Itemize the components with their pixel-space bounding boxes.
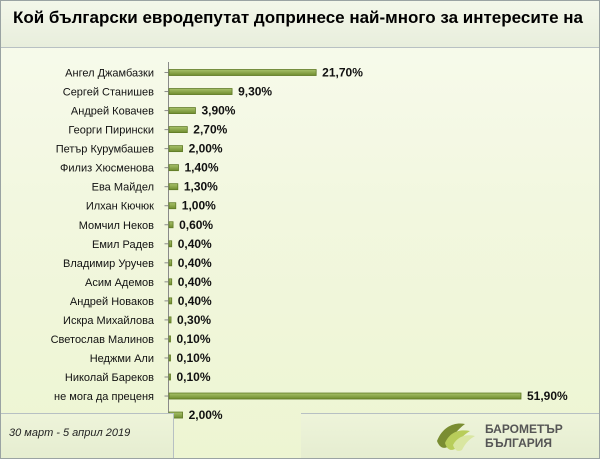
value-label: 2,00%	[189, 142, 223, 156]
category-label: Георги Пирински	[68, 125, 154, 137]
title-bar: Кой български евродепутат допринесе най-…	[1, 1, 599, 48]
category-label: Андрей Ковачев	[71, 106, 154, 118]
category-label: Петър Курумбашев	[56, 144, 154, 156]
footer-left-panel: 30 март - 5 април 2019	[1, 413, 174, 458]
value-label: 0,60%	[179, 218, 213, 232]
data-bar	[168, 107, 196, 114]
data-bar	[168, 69, 317, 76]
data-bar	[168, 126, 188, 134]
value-label: 9,30%	[238, 85, 272, 99]
category-label: Владимир Уручев	[63, 258, 154, 270]
barometer-bulgaria-logo: БАРОМЕТЪР БЪЛГАРИЯ	[437, 422, 563, 451]
data-bar	[168, 183, 179, 191]
value-label: 0,10%	[177, 351, 211, 365]
value-label: 1,40%	[184, 161, 218, 175]
value-label: 1,00%	[182, 199, 216, 213]
value-label: 3,90%	[201, 104, 235, 118]
value-label: 0,10%	[177, 370, 211, 384]
category-label: Неджми Али	[90, 353, 154, 365]
data-bar	[168, 316, 172, 324]
category-label: Искра Михайлова	[63, 315, 155, 327]
value-label: 2,00%	[189, 408, 223, 422]
data-bar	[168, 354, 171, 362]
survey-date: 30 март - 5 април 2019	[9, 427, 131, 439]
value-label: 2,70%	[193, 123, 227, 137]
category-label: Андрей Новаков	[70, 296, 154, 308]
value-label: 0,40%	[178, 256, 212, 270]
category-label: Емил Радев	[92, 239, 154, 251]
data-bar	[168, 240, 173, 248]
value-label: 0,40%	[178, 275, 212, 289]
data-bar	[168, 164, 179, 172]
category-label: Илхан Кючюк	[86, 201, 154, 213]
data-bar	[168, 335, 171, 343]
logo-line-2: БЪЛГАРИЯ	[485, 436, 552, 450]
category-label: Ева Майдел	[92, 182, 154, 194]
category-label: Филиз Хюсменова	[60, 163, 155, 175]
value-label: 0,30%	[177, 313, 211, 327]
category-label: Момчил Неков	[79, 220, 154, 232]
value-label: 51,90%	[527, 389, 568, 403]
category-label: Светослав Малинов	[51, 334, 155, 346]
category-label: Ангел Джамбазки	[65, 68, 154, 80]
data-bar	[168, 221, 174, 229]
logo-line-1: БАРОМЕТЪР	[485, 422, 563, 436]
data-bar	[168, 392, 522, 400]
value-label: 0,10%	[177, 332, 211, 346]
category-label: Николай Бареков	[65, 372, 154, 384]
footer-right-panel: БАРОМЕТЪР БЪЛГАРИЯ	[301, 413, 599, 458]
category-label: не мога да преценя	[54, 391, 154, 403]
data-bar	[168, 278, 173, 286]
chart-title: Кой български евродепутат допринесе най-…	[13, 8, 583, 27]
value-label: 21,70%	[322, 66, 363, 80]
value-label: 0,40%	[178, 294, 212, 308]
data-bar	[168, 202, 177, 210]
category-label: Сергей Станишев	[63, 87, 154, 99]
value-label: 1,30%	[184, 180, 218, 194]
data-bar	[168, 145, 183, 153]
data-bar	[168, 259, 173, 267]
data-bar	[168, 88, 233, 95]
category-label: Асим Адемов	[85, 277, 154, 289]
value-label: 0,40%	[178, 237, 212, 251]
data-bar	[168, 373, 171, 381]
data-bar	[168, 297, 173, 305]
